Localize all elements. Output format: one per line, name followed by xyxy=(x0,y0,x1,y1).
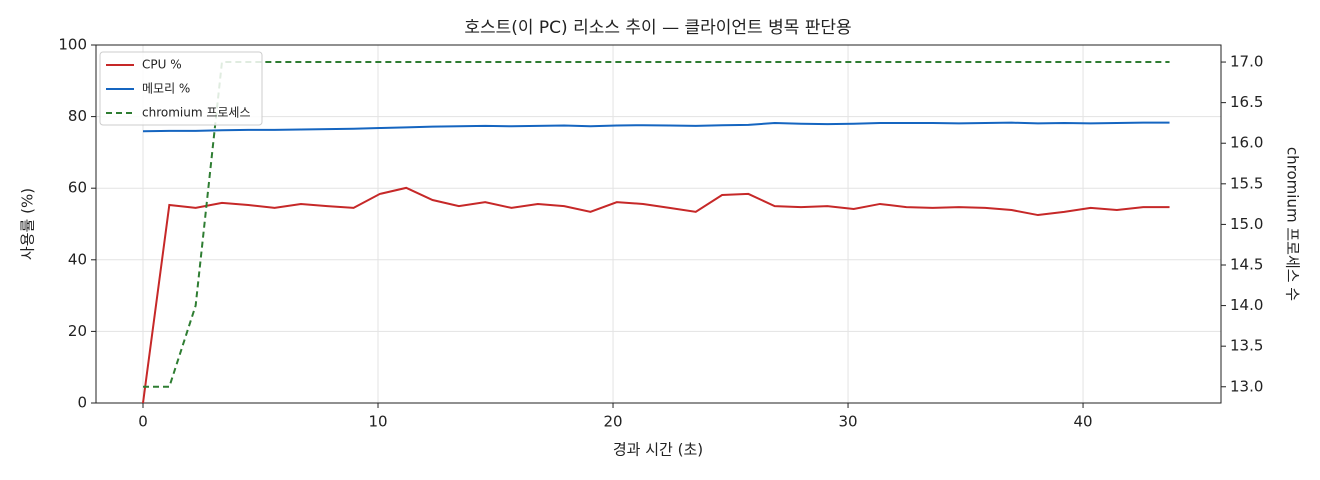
x-axis-label: 경과 시간 (초) xyxy=(613,441,703,459)
y-tick-label: 0 xyxy=(77,394,87,412)
data-line xyxy=(143,61,1170,388)
y2-tick-label: 16.0 xyxy=(1230,134,1263,152)
y-tick-label: 60 xyxy=(68,179,87,197)
y-axis-label: 사용률 (%) xyxy=(19,188,37,260)
y2-tick-label: 13.5 xyxy=(1230,337,1263,355)
y2-tick-label: 13.0 xyxy=(1230,377,1263,395)
y-tick-label: 100 xyxy=(58,36,87,54)
data-line xyxy=(142,186,1170,404)
y2-tick-label: 17.0 xyxy=(1230,53,1263,71)
data-line xyxy=(142,121,1170,133)
x-tick-label: 40 xyxy=(1074,413,1093,431)
x-tick-label: 30 xyxy=(838,413,857,431)
y2-tick-label: 14.5 xyxy=(1230,255,1263,273)
y-tick-label: 40 xyxy=(68,250,87,268)
x-tick-label: 0 xyxy=(138,413,148,431)
y2-tick-label: 14.0 xyxy=(1230,296,1263,314)
y2-tick-label: 15.5 xyxy=(1230,174,1263,192)
x-tick-label: 20 xyxy=(603,413,622,431)
y2-tick-label: 16.5 xyxy=(1230,93,1263,111)
legend: CPU % 메모리 % chromium 프로세스 xyxy=(99,51,263,126)
chart-title: 호스트(이 PC) 리소스 추이 — 클라이언트 병목 판단용 xyxy=(464,18,851,38)
legend-label: chromium 프로세스 xyxy=(142,106,251,120)
plot-frame xyxy=(95,44,1222,404)
y2-axis-label: chromium 프로세스 수 xyxy=(1284,147,1302,301)
y-tick-label: 80 xyxy=(68,107,87,125)
legend-box xyxy=(99,51,263,126)
y2-tick-label: 15.0 xyxy=(1230,215,1263,233)
x-tick-label: 10 xyxy=(368,413,387,431)
legend-label: 메모리 % xyxy=(142,82,190,96)
legend-label: CPU % xyxy=(142,58,182,72)
y-tick-label: 20 xyxy=(68,322,87,340)
